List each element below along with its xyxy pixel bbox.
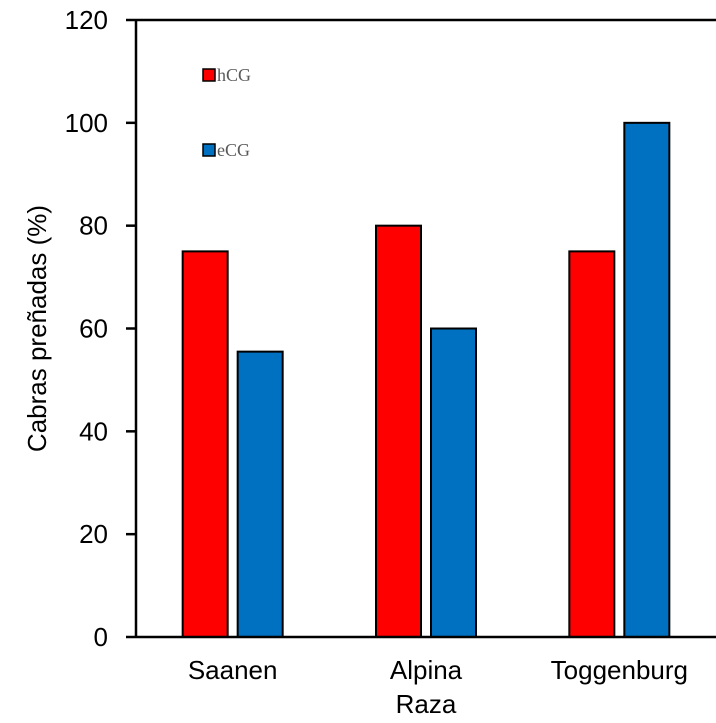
x-tick-label: Alpina (390, 655, 463, 685)
y-tick-label: 120 (65, 5, 108, 35)
bar-ecg-saanen (236, 350, 284, 638)
y-tick-label: 60 (79, 314, 108, 344)
bar-ecg-toggenburg (623, 121, 671, 639)
legend-label-ecg: eCG (217, 140, 250, 160)
x-tick-label: Saanen (188, 655, 278, 685)
legend-swatch-hcg (202, 68, 216, 82)
y-tick-label: 0 (94, 622, 108, 652)
y-tick-label: 20 (79, 519, 108, 549)
legend: hCG eCG (202, 65, 251, 160)
legend-label-hcg: hCG (217, 65, 251, 85)
legend-swatch-ecg (202, 143, 216, 157)
y-axis-title: Cabras preñadas (%) (22, 205, 52, 452)
y-ticks: 0 20 40 60 80 100 120 (65, 5, 136, 652)
y-tick-label: 40 (79, 416, 108, 446)
bar-hcg-saanen (181, 250, 229, 638)
bar-ecg-alpina (430, 327, 477, 638)
bar-hcg-alpina (375, 224, 422, 639)
y-tick-label: 100 (65, 108, 108, 138)
y-tick-label: 80 (79, 211, 108, 241)
x-axis-title: Raza (396, 689, 457, 719)
bar-hcg-toggenburg (568, 250, 616, 638)
bars (181, 121, 671, 639)
x-tick-label: Toggenburg (551, 655, 688, 685)
x-tick-labels: Saanen Alpina Toggenburg (188, 655, 688, 685)
